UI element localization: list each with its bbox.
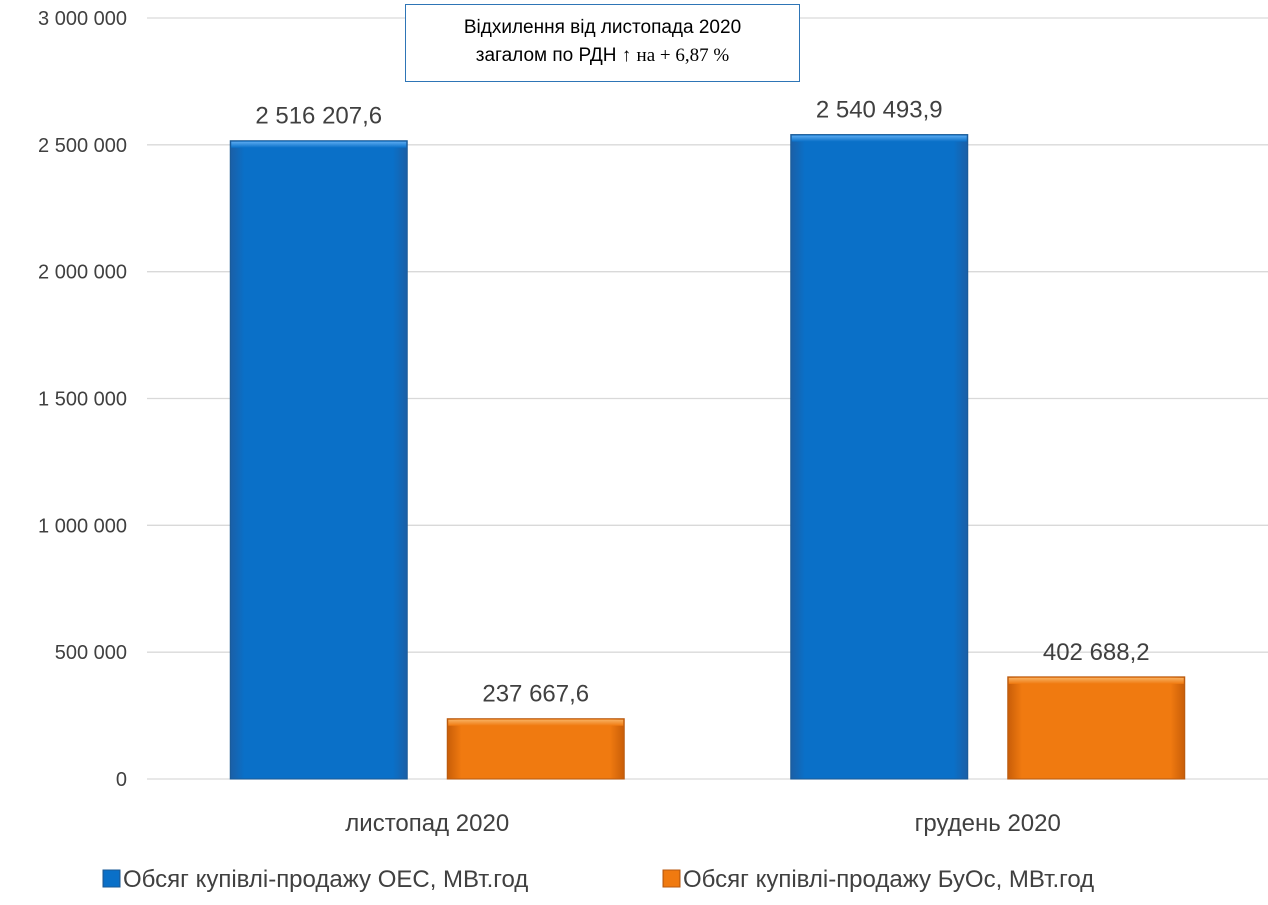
bar bbox=[790, 134, 969, 780]
x-tick-label: грудень 2020 bbox=[915, 810, 1061, 837]
x-tick-label: листопад 2020 bbox=[345, 810, 509, 837]
y-tick-label: 500 000 bbox=[55, 642, 127, 664]
annotation-line-2: загалом по РДН ↑ на + 6,87 % bbox=[406, 42, 799, 70]
y-tick-label: 0 bbox=[116, 769, 127, 791]
y-tick-label: 2 000 000 bbox=[38, 262, 127, 284]
legend-swatch bbox=[102, 869, 121, 888]
bar-highlight bbox=[1008, 677, 1184, 684]
bar-highlight bbox=[448, 719, 624, 726]
y-tick-label: 1 500 000 bbox=[38, 389, 127, 411]
bar-highlight bbox=[791, 135, 967, 142]
annotation-line-2-prefix: загалом по РДН ↑ bbox=[475, 45, 632, 66]
bar bbox=[446, 718, 625, 780]
y-tick-label: 3 000 000 bbox=[38, 8, 127, 30]
data-label: 402 688,2 bbox=[1043, 639, 1150, 666]
y-tick-label: 1 000 000 bbox=[38, 515, 127, 537]
data-label: 2 540 493,9 bbox=[816, 97, 943, 124]
legend-label: Обсяг купівлі-продажу БуОс, МВт.год bbox=[683, 866, 1094, 893]
x-axis-tick-labels: листопад 2020 грудень 2020 bbox=[345, 810, 1061, 837]
annotation-line-2-suffix: на + 6,87 % bbox=[636, 45, 730, 66]
bar bbox=[1007, 676, 1186, 780]
bar bbox=[229, 140, 408, 780]
data-label: 237 667,6 bbox=[482, 681, 589, 708]
data-label: 2 516 207,6 bbox=[255, 103, 382, 130]
bars bbox=[229, 134, 1186, 780]
legend-label: Обсяг купівлі-продажу ОЕС, МВт.год bbox=[123, 866, 528, 893]
data-labels: 2 516 207,6 237 667,6 2 540 493,9 402 688,2 bbox=[255, 97, 1149, 708]
y-tick-label: 2 500 000 bbox=[38, 135, 127, 157]
annotation-line-1: Відхилення від листопада 2020 bbox=[463, 17, 742, 38]
legend: Обсяг купівлі-продажу ОЕС, МВт.год Обсяг … bbox=[102, 866, 1094, 893]
y-axis-tick-labels: 0 500 000 1 000 000 1 500 000 2 000 000 2 500… bbox=[38, 8, 127, 791]
bar-highlight bbox=[231, 141, 407, 148]
deviation-annotation: Відхилення від листопада 2020 загалом по… bbox=[405, 4, 800, 82]
legend-swatch bbox=[662, 869, 681, 888]
